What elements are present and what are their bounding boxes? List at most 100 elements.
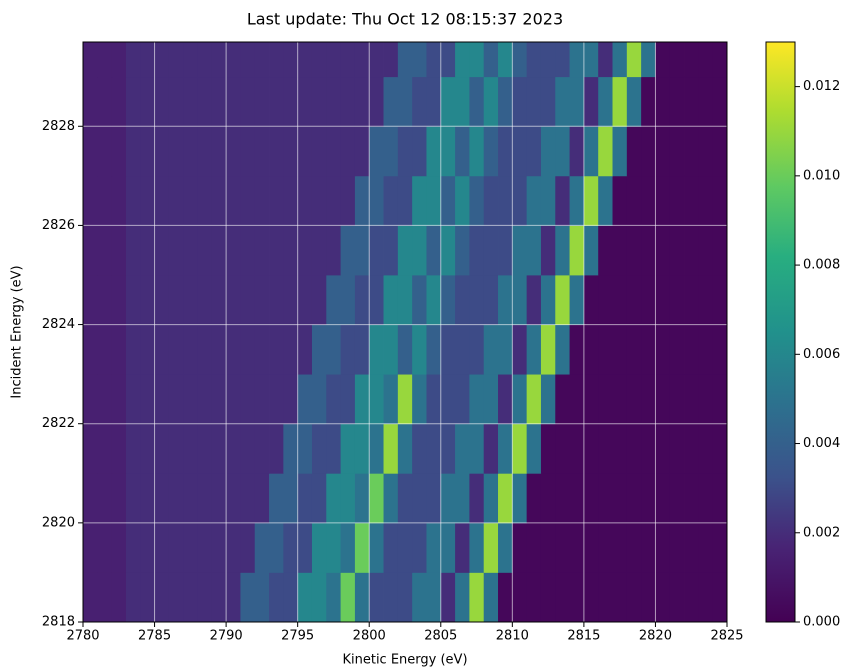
heatmap-cell [354, 225, 370, 276]
heatmap-cell [440, 42, 456, 78]
heatmap-cell [397, 225, 413, 276]
heatmap-cell [655, 126, 671, 177]
heatmap-cell [111, 175, 127, 226]
heatmap-cell [440, 473, 456, 524]
heatmap-cell [311, 175, 327, 226]
x-tick-label: 2790 [210, 629, 243, 644]
heatmap-cell [383, 274, 399, 325]
heatmap-cell [168, 473, 184, 524]
heatmap-cell [283, 423, 299, 474]
heatmap-cell [340, 42, 356, 78]
heatmap-cell [512, 175, 528, 226]
heatmap-cell [469, 175, 485, 226]
heatmap-cell [283, 225, 299, 276]
heatmap-cell [269, 225, 284, 276]
x-tick-label: 2800 [353, 629, 386, 644]
heatmap-cell [311, 76, 327, 127]
heatmap-cell [555, 324, 570, 375]
heatmap-cell [712, 175, 728, 226]
heatmap-cell [469, 42, 485, 78]
colorbar-tick-label: 0.002 [803, 525, 840, 540]
heatmap-cell [283, 274, 299, 325]
heatmap-cell [111, 522, 127, 573]
heatmap-cell [712, 126, 728, 177]
y-tick-label: 2820 [42, 515, 75, 530]
heatmap-cell [254, 374, 270, 425]
heatmap-cell [369, 423, 384, 474]
heatmap-cell [512, 374, 528, 425]
heatmap-cell [455, 175, 470, 226]
heatmap-cell [498, 42, 513, 78]
heatmap-cell [311, 126, 327, 177]
heatmap-cell [183, 324, 198, 375]
heatmap-cell [469, 374, 485, 425]
heatmap-cell [440, 274, 456, 325]
x-tick-label: 2815 [567, 629, 600, 644]
heatmap-cell [240, 225, 256, 276]
heatmap-cell [397, 175, 413, 226]
heatmap-cell [97, 274, 113, 325]
heatmap-cell [669, 126, 685, 177]
heatmap-cell [83, 423, 98, 474]
heatmap-cell [555, 572, 570, 623]
heatmap-cell [269, 374, 284, 425]
heatmap-cell [154, 42, 170, 78]
heatmap-cell [483, 473, 499, 524]
heatmap-cell [598, 572, 613, 623]
heatmap-cell [240, 473, 256, 524]
heatmap-cell [455, 473, 470, 524]
heatmap-cell [168, 374, 184, 425]
x-tick-label: 2785 [138, 629, 171, 644]
heatmap-cell [612, 42, 628, 78]
heatmap-cell [612, 374, 628, 425]
heatmap-cell [669, 76, 685, 127]
colorbar-tick-label: 0.012 [803, 79, 840, 94]
heatmap-cell [111, 324, 127, 375]
y-tick-label: 2818 [42, 615, 75, 630]
heatmap-cell [455, 274, 470, 325]
heatmap-cell [125, 76, 141, 127]
heatmap-cell [154, 76, 170, 127]
heatmap-cell [269, 423, 284, 474]
heatmap-cell [469, 274, 485, 325]
heatmap-cell [569, 572, 585, 623]
heatmap-cell [397, 42, 413, 78]
heatmap-cell [83, 572, 98, 623]
heatmap-cell [269, 274, 284, 325]
heatmap-cell [426, 76, 442, 127]
heatmap-cell [211, 423, 227, 474]
heatmap-cell [655, 423, 671, 474]
heatmap-cell [526, 374, 542, 425]
heatmap-cell [598, 324, 613, 375]
heatmap-cell [698, 175, 714, 226]
heatmap-cell [340, 126, 356, 177]
heatmap-cell [226, 274, 241, 325]
heatmap-cell [626, 42, 642, 78]
heatmap-cell [354, 522, 370, 573]
heatmap-cell [226, 175, 241, 226]
heatmap-cell [598, 374, 613, 425]
heatmap-cell [569, 374, 585, 425]
heatmap-cell [655, 42, 671, 78]
heatmap-cell [240, 42, 256, 78]
heatmap-cell [254, 42, 270, 78]
heatmap-cell [240, 126, 256, 177]
heatmap-cell [698, 374, 714, 425]
heatmap-cell [669, 572, 685, 623]
heatmap-cell [197, 374, 213, 425]
heatmap-cell [240, 423, 256, 474]
heatmap-cell [340, 175, 356, 226]
heatmap-cell [269, 522, 284, 573]
heatmap-cell [311, 274, 327, 325]
heatmap-cell [483, 423, 499, 474]
heatmap-cell [483, 225, 499, 276]
heatmap-cell [168, 126, 184, 177]
heatmap-cell [655, 572, 671, 623]
heatmap-cell [211, 374, 227, 425]
heatmap-cell [269, 175, 284, 226]
heatmap-cell [440, 522, 456, 573]
heatmap-cell [297, 572, 313, 623]
heatmap-cell [211, 572, 227, 623]
heatmap-cell [369, 374, 384, 425]
